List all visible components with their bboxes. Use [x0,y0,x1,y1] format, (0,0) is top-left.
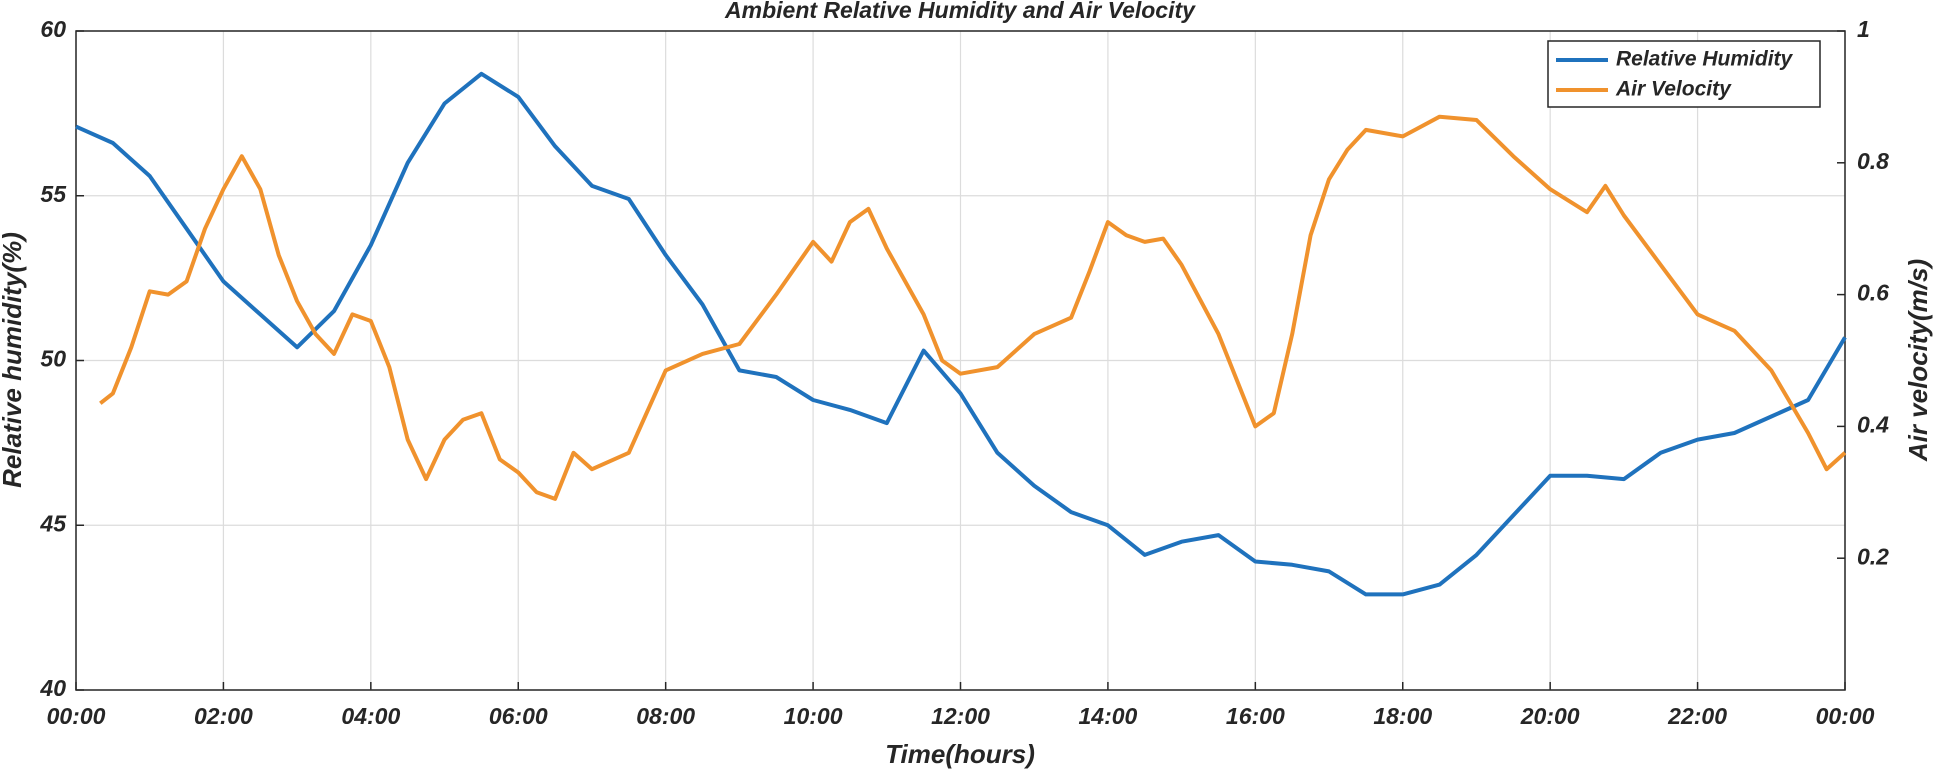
legend-label: Relative Humidity [1616,48,1794,71]
y-tick-label: 40 [39,675,66,701]
x-tick-label: 16:00 [1226,703,1285,729]
x-axis-label: Time(hours) [885,739,1035,769]
legend-label: Air Velocity [1615,78,1732,101]
y2-tick-label: 0.6 [1857,280,1889,306]
y2-axis-label: Air velocity(m/s) [1903,259,1933,462]
x-tick-label: 02:00 [194,703,253,729]
x-tick-label: 14:00 [1079,703,1138,729]
x-tick-label: 00:00 [1816,703,1875,729]
y2-tick-label: 0.4 [1857,411,1889,437]
y2-tick-label: 0.2 [1857,543,1889,569]
y2-tick-label: 0.8 [1857,148,1889,174]
x-tick-label: 00:00 [47,703,106,729]
x-tick-label: 12:00 [931,703,990,729]
y-tick-label: 45 [39,510,67,536]
chart-title: Ambient Relative Humidity and Air Veloci… [724,0,1196,23]
y2-tick-label: 1 [1857,16,1870,42]
x-tick-label: 20:00 [1520,703,1580,729]
x-tick-label: 04:00 [341,703,400,729]
y-tick-label: 60 [40,16,66,42]
x-tick-label: 08:00 [636,703,695,729]
x-tick-label: 10:00 [784,703,843,729]
x-tick-label: 06:00 [489,703,548,729]
x-tick-label: 18:00 [1373,703,1432,729]
y-tick-label: 55 [40,181,67,207]
plot-frame [75,30,1846,691]
line-series [75,71,1847,597]
line-series [99,114,1847,501]
y-axis-label: Relative humidity(%) [0,232,27,488]
y-tick-label: 50 [40,346,66,372]
x-tick-label: 22:00 [1667,703,1727,729]
legend-box [1547,40,1821,108]
